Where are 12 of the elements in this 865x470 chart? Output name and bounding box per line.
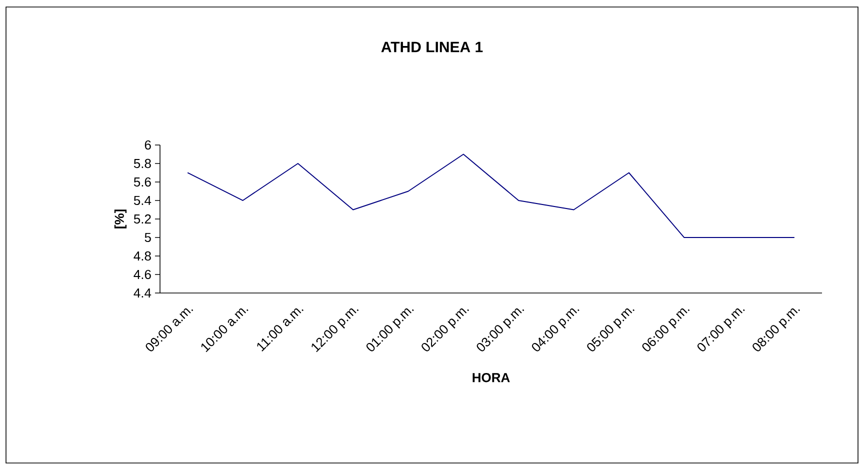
- y-axis-title: [%]: [114, 210, 127, 228]
- y-tick-label: 5: [144, 232, 151, 242]
- y-tick-label: 4.6: [134, 270, 151, 280]
- y-tick-label: 5.6: [134, 177, 151, 187]
- y-tick-label: 5.4: [134, 196, 152, 206]
- y-tick-label: 5.2: [134, 214, 151, 224]
- x-axis-title: HORA: [472, 372, 510, 382]
- y-tick-label: 5.8: [134, 158, 151, 168]
- chart-title: ATHD LINEA 1: [381, 42, 483, 52]
- y-tick-label: 4.8: [134, 251, 151, 261]
- y-tick-label: 4.4: [134, 288, 152, 298]
- y-tick-label: 6: [144, 140, 151, 150]
